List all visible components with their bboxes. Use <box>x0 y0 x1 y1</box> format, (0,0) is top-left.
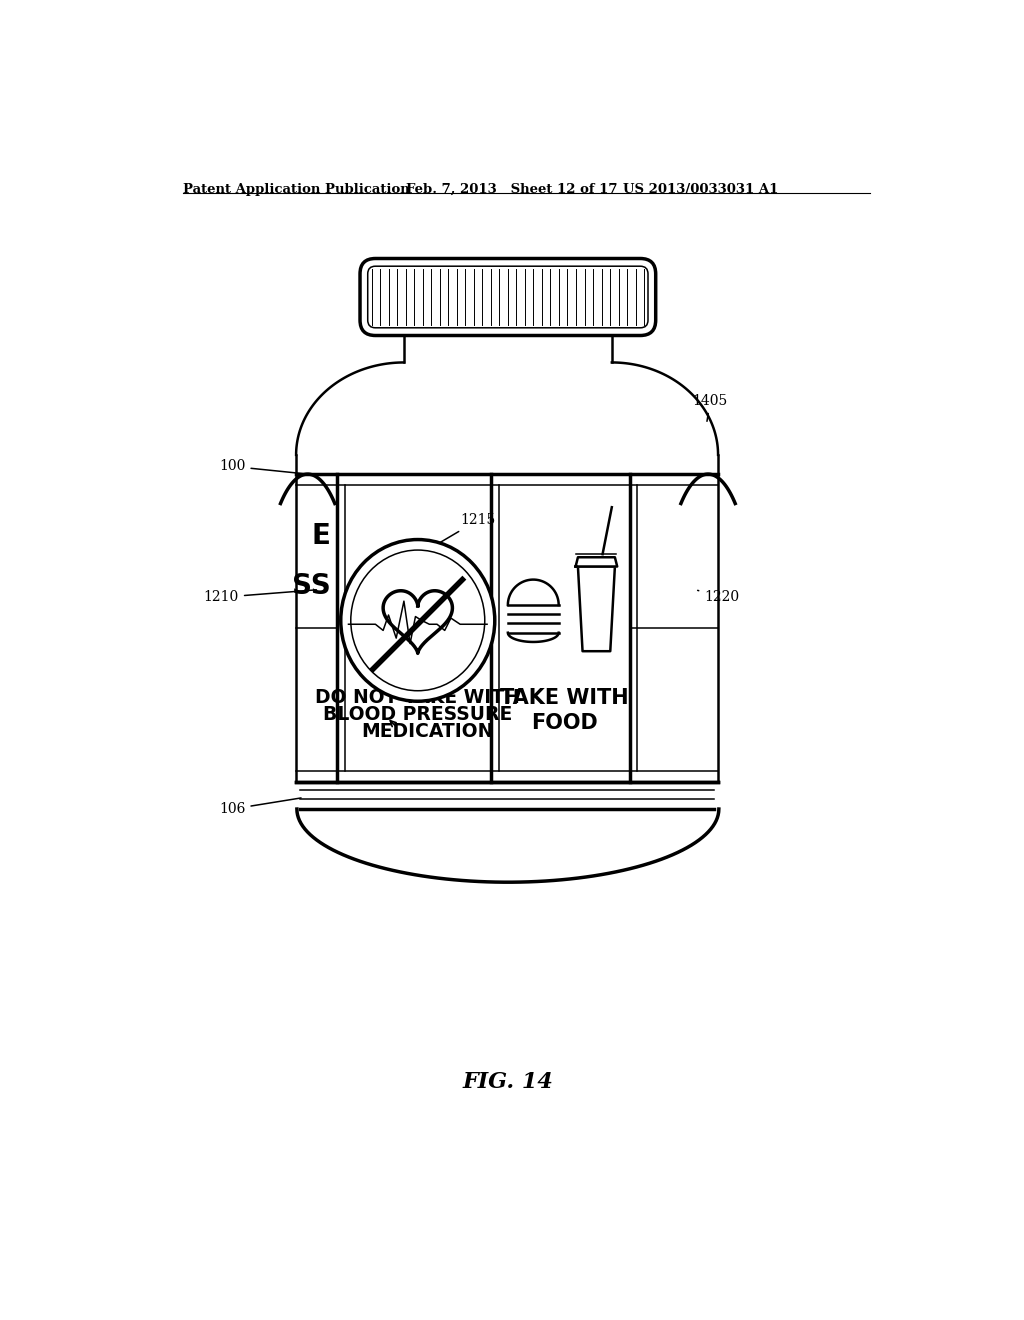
Ellipse shape <box>351 550 484 690</box>
FancyBboxPatch shape <box>360 259 655 335</box>
Text: 100: 100 <box>219 459 305 474</box>
Text: US 2013/0033031 A1: US 2013/0033031 A1 <box>624 183 778 197</box>
Text: SS: SS <box>292 572 331 599</box>
Polygon shape <box>508 632 559 642</box>
FancyBboxPatch shape <box>368 267 648 327</box>
Text: E: E <box>312 521 331 549</box>
Text: FIG. 14: FIG. 14 <box>463 1072 553 1093</box>
Text: 1405: 1405 <box>692 393 728 421</box>
Text: DO NOT TAKE WITH: DO NOT TAKE WITH <box>315 688 520 708</box>
Text: MEDICATION: MEDICATION <box>360 722 494 741</box>
Text: 1220: 1220 <box>697 590 739 605</box>
Ellipse shape <box>341 540 495 701</box>
Text: Feb. 7, 2013   Sheet 12 of 17: Feb. 7, 2013 Sheet 12 of 17 <box>407 183 617 197</box>
Text: 1215: 1215 <box>428 513 496 549</box>
Text: TAKE WITH
FOOD: TAKE WITH FOOD <box>500 688 629 733</box>
Text: BLOOD PRESSURE: BLOOD PRESSURE <box>324 705 512 725</box>
Polygon shape <box>383 591 453 653</box>
Text: 1210: 1210 <box>204 590 316 605</box>
Text: Patent Application Publication: Patent Application Publication <box>183 183 410 197</box>
Polygon shape <box>578 566 614 651</box>
Text: 106: 106 <box>219 799 301 816</box>
Polygon shape <box>508 579 559 605</box>
Polygon shape <box>575 557 617 566</box>
